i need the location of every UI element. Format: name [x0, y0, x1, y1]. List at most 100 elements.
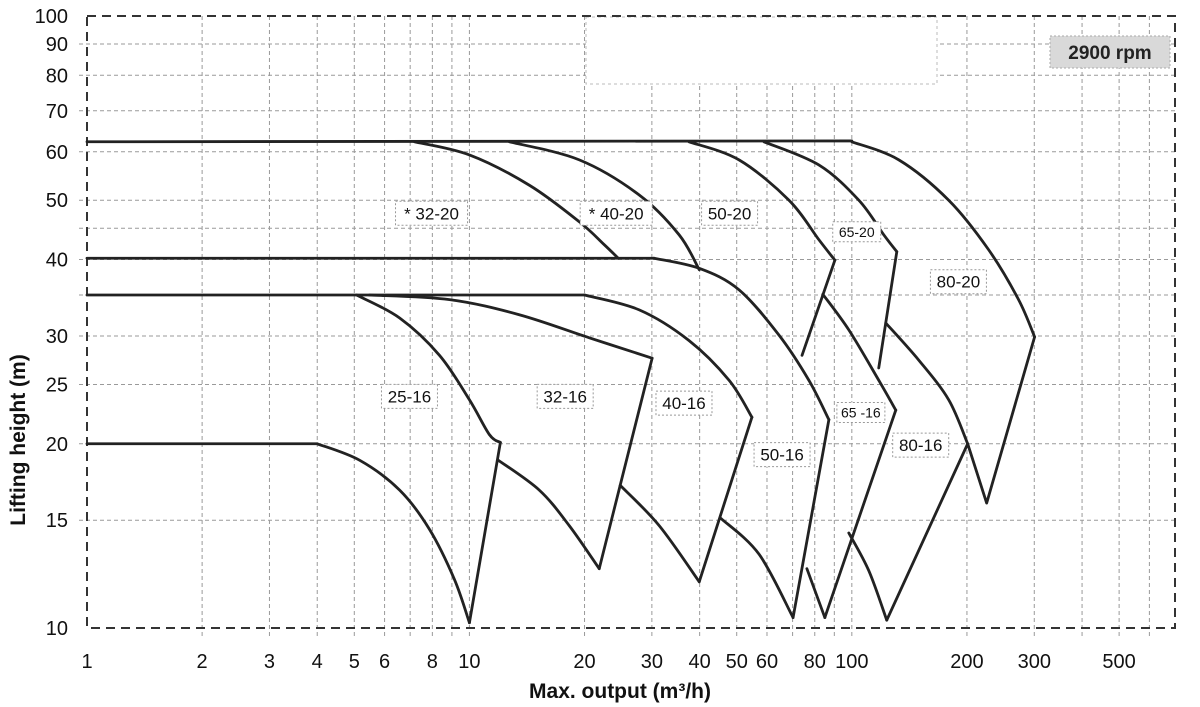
label-box — [753, 442, 811, 468]
x-tick-label: 20 — [573, 651, 595, 673]
x-axis-title: Max. output (m³/h) — [529, 680, 711, 703]
label-50-16: 50-16 — [753, 442, 811, 468]
curve-80-20-curve — [850, 140, 1037, 339]
curve-25-16-curve — [315, 442, 471, 625]
pump-label-text: 65 -16 — [841, 404, 881, 420]
label-box — [929, 269, 987, 295]
curve-plateau-62-line — [85, 139, 854, 144]
curve-65-20-curve — [762, 140, 899, 254]
curve-40-16-curve — [583, 293, 754, 419]
x-tick-label: 8 — [427, 651, 438, 673]
pump-labels: * 32-20 * 40-20 50-20 65-20 80-20 25-16 32-16 4… — [380, 200, 987, 468]
label-box — [836, 401, 886, 423]
curve-32-16-line — [597, 356, 654, 571]
y-tick-label: 15 — [46, 510, 68, 532]
axis-ticks: 1 2 3 4 5 6 8 10 20 30 40 50 60 80 100 200 300 500 10 15 20 2… — [35, 6, 1136, 673]
y-tick-label: 60 — [46, 142, 68, 164]
pump-curves — [85, 139, 1037, 625]
y-tick-label: 80 — [46, 65, 68, 87]
curve-40-16-curve — [618, 484, 701, 584]
label-50-20: 50-20 — [701, 200, 759, 226]
curve-50-20-line — [800, 258, 837, 357]
curve-65-16-line — [823, 408, 898, 619]
label-65-16: 65 -16 — [836, 401, 886, 423]
label-32-20: * 32-20 — [395, 200, 469, 226]
label-box — [892, 432, 950, 458]
curve-25-16-line — [468, 441, 502, 625]
curve-80-16-curve — [884, 321, 970, 446]
x-tick-label: 2 — [197, 651, 208, 673]
x-tick-label: 200 — [950, 651, 983, 673]
label-box — [536, 383, 594, 409]
label-80-16: 80-16 — [892, 432, 950, 458]
x-tick-label: 30 — [641, 651, 663, 673]
grid-lines — [79, 16, 1175, 636]
x-tick-label: 3 — [264, 651, 275, 673]
curve-65-16-curve — [805, 567, 827, 619]
y-tick-label: 20 — [46, 434, 68, 456]
pump-label-text: 80-20 — [937, 273, 980, 292]
series-65-16 — [805, 292, 898, 619]
curve-40-20-curve — [507, 140, 701, 272]
x-tick-label: 10 — [458, 651, 480, 673]
curve-40-16-line — [697, 415, 754, 584]
series-25-16 — [315, 293, 502, 625]
y-tick-label: 90 — [46, 34, 68, 56]
y-tick-label: 50 — [46, 190, 68, 212]
pump-label-text: 65-20 — [839, 224, 875, 240]
rpm-badge-text: 2900 rpm — [1068, 43, 1151, 64]
curve-50-20-curve — [687, 140, 837, 262]
curve-80-16-line — [885, 442, 970, 622]
curve-80-16-curve — [847, 531, 889, 622]
x-tick-label: 5 — [349, 651, 360, 673]
curve-50-16-line — [791, 418, 831, 619]
legend-blank-area — [586, 17, 937, 84]
series-50-16 — [652, 256, 831, 619]
pump-label-text: 80-16 — [899, 436, 942, 455]
label-box — [380, 383, 438, 409]
pump-label-text: * 32-20 — [404, 204, 459, 223]
y-tick-label: 70 — [46, 101, 68, 123]
curve-50-16-curve — [719, 517, 795, 619]
y-tick-label: 10 — [46, 618, 68, 640]
x-tick-label: 4 — [312, 651, 323, 673]
x-tick-label: 100 — [835, 651, 868, 673]
y-tick-label: 100 — [35, 6, 68, 28]
series-plateau-62 — [85, 139, 854, 144]
x-tick-label: 50 — [726, 651, 748, 673]
y-tick-label: 30 — [46, 326, 68, 348]
legend-blank-area-edge — [585, 16, 938, 85]
curve-25-16-curve — [355, 293, 502, 444]
label-80-20: 80-20 — [929, 269, 987, 295]
label-box — [395, 200, 469, 226]
curve-80-20-line — [966, 335, 1037, 505]
plot-frame — [86, 15, 1176, 629]
x-tick-label: 300 — [1018, 651, 1051, 673]
label-32-16: 32-16 — [536, 383, 594, 409]
series-50-20 — [687, 140, 837, 357]
label-box — [579, 200, 653, 226]
rpm-badge: 2900 rpm — [1049, 35, 1171, 69]
label-40-20: * 40-20 — [579, 200, 653, 226]
curve-32-16-curve — [496, 458, 601, 571]
curve-65-16-curve — [821, 292, 898, 412]
pump-label-text: * 40-20 — [589, 204, 644, 223]
label-box — [832, 221, 882, 243]
y-tick-label: 40 — [46, 250, 68, 272]
label-65-20: 65-20 — [832, 221, 882, 243]
x-tick-label: 500 — [1102, 651, 1135, 673]
y-tick-label: 25 — [46, 374, 68, 396]
pump-label-text: 32-16 — [543, 387, 586, 406]
x-tick-label: 6 — [379, 651, 390, 673]
series-65-20 — [762, 140, 899, 370]
y-axis-title: Lifting height (m) — [7, 354, 30, 525]
x-tick-label: 40 — [689, 651, 711, 673]
series-80-20 — [850, 140, 1037, 505]
x-tick-label: 80 — [804, 651, 826, 673]
series-32-20 — [412, 140, 620, 260]
label-box — [701, 200, 759, 226]
pump-label-text: 50-20 — [708, 204, 751, 223]
curve-65-20-line — [877, 250, 899, 370]
series-32-16 — [368, 293, 654, 571]
